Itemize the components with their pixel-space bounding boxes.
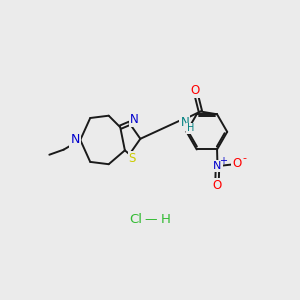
Text: O: O bbox=[232, 157, 242, 169]
Text: —: — bbox=[144, 213, 157, 226]
Text: O: O bbox=[212, 179, 222, 193]
Text: +: + bbox=[219, 157, 226, 166]
Text: N: N bbox=[181, 116, 189, 129]
Text: S: S bbox=[129, 152, 136, 165]
Text: H: H bbox=[187, 123, 194, 134]
Text: O: O bbox=[190, 84, 200, 97]
Text: H: H bbox=[160, 213, 170, 226]
Text: N: N bbox=[213, 161, 222, 171]
Text: N: N bbox=[70, 134, 80, 146]
Text: -: - bbox=[242, 154, 247, 164]
Text: Cl: Cl bbox=[129, 213, 142, 226]
Text: N: N bbox=[130, 113, 139, 126]
